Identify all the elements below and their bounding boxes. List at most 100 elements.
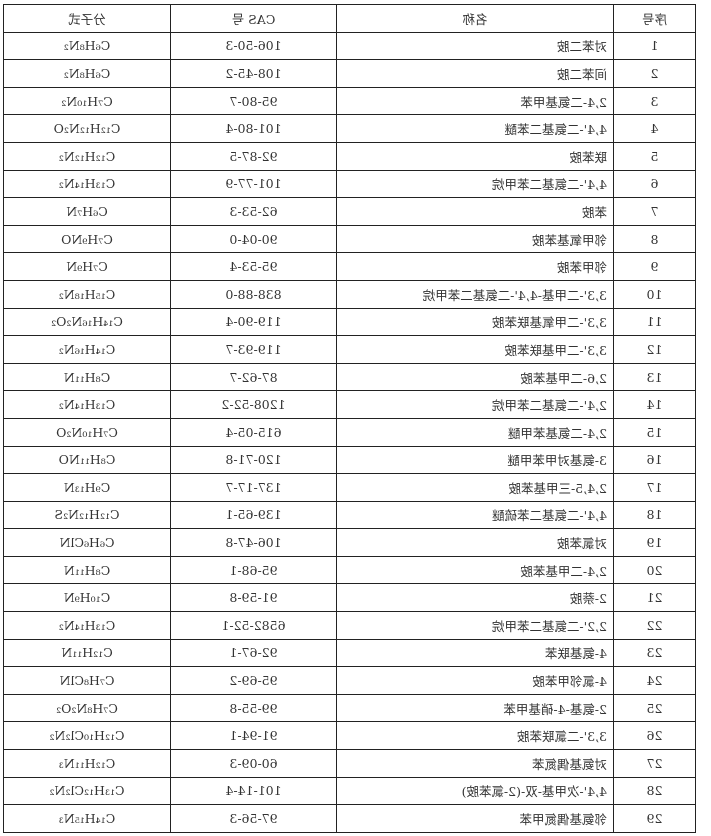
cell-index: 7 (613, 197, 696, 226)
header-cas: CAS 号 (170, 4, 337, 33)
cell-index: 26 (613, 721, 696, 750)
cell-formula: C₁₂H₁₁N (3, 639, 171, 667)
cell-name: 2,4-二氨基苯甲醚 (336, 418, 614, 446)
cell-cas: 60-09-3 (170, 749, 337, 778)
cell-index: 21 (613, 583, 696, 612)
cell-name: 2,4,5-三甲基苯胺 (336, 473, 614, 502)
cell-name: 2,2'-二氨基二苯甲烷 (336, 611, 614, 640)
table-row: 2 间苯二胺 108-45-2 C₆H₈N₂ (3, 59, 696, 88)
cell-cas: 119-90-4 (170, 308, 337, 336)
cell-cas: 6582-52-1 (170, 611, 337, 640)
cell-formula: C₇H₁₀N₂ (3, 87, 171, 115)
cell-index: 6 (613, 170, 696, 198)
cell-name: 4,4'-二氨基二苯硫醚 (336, 501, 614, 529)
cell-name: 对苯二胺 (336, 32, 614, 60)
cell-index: 12 (613, 335, 696, 364)
cell-formula: C₇H₉NO (3, 225, 171, 253)
table-row: 7 苯胺 62-53-3 C₆H₇N (3, 197, 696, 226)
cell-cas: 95-69-2 (170, 666, 337, 695)
cell-formula: C₆H₇N (3, 197, 171, 226)
cell-name: 2,4'-二氨基二苯甲烷 (336, 390, 614, 419)
table-row: 14 2,4'-二氨基二苯甲烷 1208-52-2 C₁₃H₁₄N₂ (3, 390, 696, 419)
cell-cas: 99-55-8 (170, 694, 337, 722)
cell-name: 对氨基偶氮苯 (336, 749, 614, 778)
cell-index: 11 (613, 308, 696, 336)
cell-index: 15 (613, 418, 696, 446)
header-formula: 分子式 (3, 4, 171, 33)
table-row: 5 联苯胺 92-87-5 C₁₂H₁₂N₂ (3, 142, 696, 171)
cell-index: 16 (613, 446, 696, 474)
table-row: 23 4-氨基联苯 92-67-1 C₁₂H₁₁N (3, 639, 696, 667)
table-row: 3 2,4-二氨基甲苯 95-80-7 C₇H₁₀N₂ (3, 87, 696, 115)
mirrored-table-wrapper: 序号 名称 CAS 号 分子式 1 对苯二胺 106-50-3 C₆H₈N₂ 2 间苯二胺… (3, 4, 696, 833)
table-row: 21 2-萘胺 91-59-8 C₁₀H₉N (3, 583, 696, 612)
table-row: 4 4,4'-二氨基二苯醚 101-80-4 C₁₂H₁₂N₂O (3, 114, 696, 143)
cell-name: 4-氯邻甲苯胺 (336, 666, 614, 695)
table-row: 20 2,4-二甲基苯胺 95-68-1 C₈H₁₁N (3, 556, 696, 584)
cell-name: 邻甲氧基苯胺 (336, 225, 614, 253)
cell-cas: 119-93-7 (170, 335, 337, 364)
cell-formula: C₇H₁₀N₂O (3, 418, 171, 446)
table-row: 13 2,6-二甲基苯胺 87-62-7 C₈H₁₁N (3, 363, 696, 391)
table-row: 29 邻氨基偶氮甲苯 97-56-3 C₁₄H₁₅N₃ (3, 804, 696, 833)
cell-formula: C₆H₆ClN (3, 528, 171, 557)
aromatic-amine-table: 序号 名称 CAS 号 分子式 1 对苯二胺 106-50-3 C₆H₈N₂ 2 间苯二胺… (3, 4, 696, 833)
cell-formula: C₈H₁₁NO (3, 446, 171, 474)
table-row: 9 邻甲苯胺 95-53-4 C₇H₉N (3, 252, 696, 281)
cell-cas: 139-65-1 (170, 501, 337, 529)
cell-name: 3,3'-二甲基-4,4'-二氨基二苯甲烷 (336, 280, 614, 309)
cell-index: 14 (613, 390, 696, 419)
cell-formula: C₁₄H₁₆N₂O₂ (3, 308, 171, 336)
cell-index: 1 (613, 32, 696, 60)
cell-formula: C₉H₁₃N (3, 473, 171, 502)
header-index: 序号 (613, 4, 696, 33)
table-row: 16 3-氨基对甲苯甲醚 120-71-8 C₈H₁₁NO (3, 446, 696, 474)
cell-cas: 87-62-7 (170, 363, 337, 391)
cell-cas: 92-87-5 (170, 142, 337, 171)
cell-name: 4,4'-二氨基二苯甲烷 (336, 170, 614, 198)
table-row: 24 4-氯邻甲苯胺 95-69-2 C₇H₈ClN (3, 666, 696, 695)
table-row: 11 3,3'-二甲氧基联苯胺 119-90-4 C₁₄H₁₆N₂O₂ (3, 308, 696, 336)
cell-formula: C₆H₈N₂ (3, 59, 171, 88)
cell-name: 3,3'-二氯联苯胺 (336, 721, 614, 750)
cell-index: 10 (613, 280, 696, 309)
cell-cas: 92-67-1 (170, 639, 337, 667)
table-row: 12 3,3'-二甲基联苯胺 119-93-7 C₁₄H₁₆N₂ (3, 335, 696, 364)
cell-cas: 95-80-7 (170, 87, 337, 115)
cell-formula: C₇H₉N (3, 252, 171, 281)
table-row: 28 4,4'-次甲基-双-(2-氯苯胺) 101-14-4 C₁₃H₁₂Cl₂N₂ (3, 777, 696, 805)
cell-cas: 91-94-1 (170, 721, 337, 750)
cell-name: 苯胺 (336, 197, 614, 226)
cell-index: 20 (613, 556, 696, 584)
table-row: 26 3,3'-二氯联苯胺 91-94-1 C₁₂H₁₀Cl₂N₂ (3, 721, 696, 750)
cell-formula: C₁₄H₁₅N₃ (3, 804, 171, 833)
cell-index: 13 (613, 363, 696, 391)
cell-formula: C₁₂H₁₂N₂O (3, 114, 171, 143)
table-row: 6 4,4'-二氨基二苯甲烷 101-77-9 C₁₃H₁₄N₂ (3, 170, 696, 198)
cell-name: 2-萘胺 (336, 583, 614, 612)
cell-name: 对氯苯胺 (336, 528, 614, 557)
table-row: 27 对氨基偶氮苯 60-09-3 C₁₂H₁₁N₃ (3, 749, 696, 778)
cell-cas: 106-50-3 (170, 32, 337, 60)
table-row: 8 邻甲氧基苯胺 90-04-0 C₇H₉NO (3, 225, 696, 253)
cell-name: 2,4-二甲基苯胺 (336, 556, 614, 584)
cell-index: 18 (613, 501, 696, 529)
cell-formula: C₇H₈N₂O₂ (3, 694, 171, 722)
cell-cas: 62-53-3 (170, 197, 337, 226)
cell-name: 4,4'-二氨基二苯醚 (336, 114, 614, 143)
cell-index: 24 (613, 666, 696, 695)
table-row: 1 对苯二胺 106-50-3 C₆H₈N₂ (3, 32, 696, 60)
cell-index: 29 (613, 804, 696, 833)
cell-formula: C₇H₈ClN (3, 666, 171, 695)
cell-formula: C₁₃H₁₄N₂ (3, 170, 171, 198)
cell-cas: 108-45-2 (170, 59, 337, 88)
table-row: 10 3,3'-二甲基-4,4'-二氨基二苯甲烷 838-88-0 C₁₅H₁₈N₂ (3, 280, 696, 309)
cell-index: 28 (613, 777, 696, 805)
cell-cas: 106-47-8 (170, 528, 337, 557)
cell-formula: C₁₂H₁₂N₂S (3, 501, 171, 529)
cell-cas: 90-04-0 (170, 225, 337, 253)
cell-formula: C₁₂H₁₁N₃ (3, 749, 171, 778)
cell-index: 9 (613, 252, 696, 281)
cell-cas: 101-80-4 (170, 114, 337, 143)
cell-cas: 95-68-1 (170, 556, 337, 584)
